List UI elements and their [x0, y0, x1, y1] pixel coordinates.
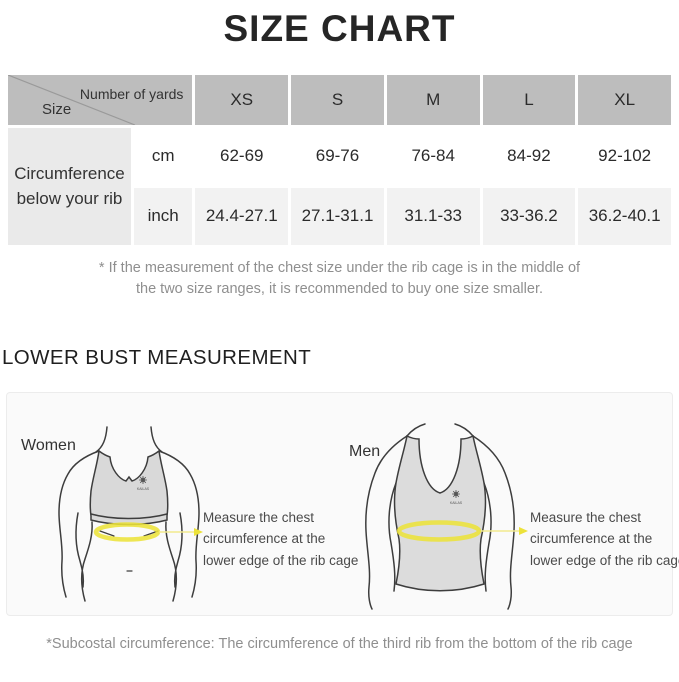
size-note: * If the measurement of the chest size u… — [0, 258, 679, 300]
corner-label-columns: Number of yards — [79, 85, 184, 102]
brand-logo: KAILAS — [450, 489, 463, 505]
measure-line-3: lower edge of the rib cage — [530, 553, 679, 569]
tank-top — [393, 434, 487, 592]
woman-body-lines — [58, 425, 200, 602]
measure-arrow-head — [194, 527, 203, 536]
section-title: LOWER BUST MEASUREMENT — [2, 345, 312, 369]
highlight-ellipse — [396, 519, 482, 542]
size-header-m: M — [386, 74, 480, 125]
subcostal-footnote: *Subcostal circumference: The circumfere… — [46, 635, 633, 652]
measurement-illustration-box: Women Men KAILAS — [6, 391, 679, 616]
size-header-l: L — [482, 74, 576, 125]
cell-inch-xs: 24.4-27.1 — [195, 187, 289, 245]
measure-line-1: Measure the chest — [530, 509, 642, 525]
brand-logo: KAILAS — [137, 475, 150, 491]
unit-cell-inch: inch — [133, 187, 193, 245]
size-chart-page: { "title": "SIZE CHART", "table": { "cor… — [0, 8, 679, 682]
woman-figure-illustration: KAILAS — [58, 425, 203, 602]
sports-bra — [89, 449, 169, 525]
rib-measure-highlight-women — [93, 521, 203, 542]
size-table: Number of yards Size XS S M L XL Circumf… — [5, 72, 674, 248]
measure-line-2: circumference at the — [203, 531, 326, 547]
men-label: Men — [349, 442, 381, 460]
women-measure-instruction: Measure the chest circumference at the l… — [203, 507, 358, 573]
rib-measure-highlight-men — [396, 519, 528, 542]
measure-line-2: circumference at the — [530, 531, 653, 547]
row-label-cell: Circumference below your rib — [8, 127, 131, 245]
cell-cm-l: 84-92 — [482, 127, 576, 185]
men-measure-instruction: Measure the chest circumference at the l… — [530, 507, 679, 573]
man-body-lines — [365, 422, 515, 610]
measure-line-1: Measure the chest — [203, 509, 315, 525]
cell-inch-s: 27.1-31.1 — [291, 187, 384, 245]
corner-label-rows: Size — [42, 100, 72, 118]
highlight-ellipse — [93, 521, 161, 542]
cell-cm-xs: 62-69 — [195, 127, 289, 185]
cell-inch-xl: 36.2-40.1 — [578, 187, 671, 245]
cell-cm-m: 76-84 — [386, 127, 480, 185]
size-header-xs: XS — [195, 74, 289, 125]
diagonal-divider — [8, 74, 136, 125]
cell-inch-l: 33-36.2 — [482, 187, 576, 245]
table-header-row: Number of yards Size XS S M L XL — [8, 74, 671, 125]
measure-line-3: lower edge of the rib cage — [203, 553, 359, 569]
man-figure-illustration: KAILAS — [365, 422, 528, 610]
cell-cm-s: 69-76 — [291, 127, 384, 185]
cell-cm-xl: 92-102 — [578, 127, 671, 185]
page-title: SIZE CHART — [223, 8, 456, 49]
cm-row: Circumference below your rib cm 62-69 69… — [8, 127, 671, 245]
brand-logo-text: KAILAS — [450, 501, 463, 505]
cell-inch-m: 31.1-33 — [386, 187, 480, 245]
corner-header-cell: Number of yards Size — [8, 74, 193, 125]
brand-logo-text: KAILAS — [137, 487, 150, 491]
measure-arrow-head — [519, 526, 528, 535]
women-label: Women — [21, 436, 76, 454]
unit-cell-cm: cm — [133, 127, 193, 185]
size-header-s: S — [291, 74, 384, 125]
size-note-line-2: the two size ranges, it is recommended t… — [136, 280, 543, 297]
size-header-xl: XL — [578, 74, 671, 125]
inch-row: inch 24.4-27.1 27.1-31.1 31.1-33 33-36.2… — [8, 187, 671, 245]
size-note-line-1: * If the measurement of the chest size u… — [98, 259, 581, 276]
